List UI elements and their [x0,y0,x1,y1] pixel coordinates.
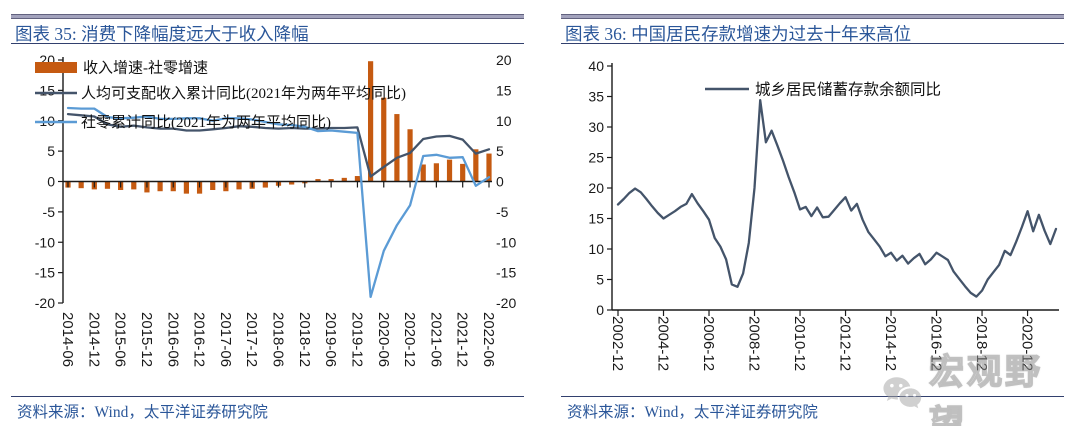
svg-text:-10: -10 [496,234,516,250]
svg-text:15: 15 [39,82,55,98]
svg-text:2017-06: 2017-06 [217,312,234,367]
svg-text:25: 25 [588,150,604,166]
svg-text:0: 0 [596,302,604,318]
svg-text:2020-06: 2020-06 [375,312,392,367]
svg-text:0: 0 [47,174,55,190]
svg-text:10: 10 [496,113,512,129]
svg-text:40: 40 [588,58,604,74]
svg-text:-5: -5 [43,204,56,220]
svg-text:2016-12: 2016-12 [191,312,208,367]
svg-text:2012-12: 2012-12 [837,316,854,371]
figure-35-title-rule [11,43,524,44]
figure-35-chart: 2020151510105500-5-5-10-10-15-15-20-2020… [35,52,517,367]
figure-35-source: 资料来源：Wind，太平洋证券研究院 [17,404,268,421]
svg-text:2010-12: 2010-12 [791,316,808,371]
svg-text:-15: -15 [496,265,516,281]
svg-text:-5: -5 [496,204,509,220]
figure-36-panel: 图表 36: 中国居民存款增速为过去十年来高位 0 5 10 15 20 25 30 35 40… [561,6,1064,426]
svg-text:2018-06: 2018-06 [270,312,287,367]
svg-text:2021-12: 2021-12 [454,312,471,367]
svg-text:2017-12: 2017-12 [243,312,260,367]
figure-36-source-rule [561,396,1064,397]
svg-text:2015-06: 2015-06 [112,312,129,367]
svg-text:2016-12: 2016-12 [928,316,945,371]
svg-text:2014-12: 2014-12 [85,312,102,367]
svg-text:2022-06: 2022-06 [480,312,497,367]
svg-text:0: 0 [496,174,504,190]
svg-text:5: 5 [47,143,55,159]
svg-text:-15: -15 [35,265,55,281]
svg-text:2018-12: 2018-12 [973,316,990,371]
svg-text:2015-12: 2015-12 [138,312,155,367]
svg-text:2020-12: 2020-12 [1019,316,1036,371]
svg-text:5: 5 [596,272,604,288]
figure-36-title: 图表 36: 中国居民存款增速为过去十年来高位 [565,24,912,44]
svg-text:2008-12: 2008-12 [746,316,763,371]
svg-text:20: 20 [496,52,512,68]
svg-text:2018-12: 2018-12 [296,312,313,367]
svg-text:2006-12: 2006-12 [700,316,717,371]
svg-text:10: 10 [588,241,604,257]
svg-text:社零累计同比(2021年为两年平均同比): 社零累计同比(2021年为两年平均同比) [81,114,331,131]
svg-text:城乡居民储蓄存款余额同比: 城乡居民储蓄存款余额同比 [755,80,941,99]
svg-text:2014-12: 2014-12 [882,316,899,371]
figure-36-title-rule [561,43,1064,44]
svg-text:2016-06: 2016-06 [164,312,181,367]
svg-text:15: 15 [588,211,604,227]
svg-text:2004-12: 2004-12 [655,316,672,371]
svg-text:-20: -20 [496,295,516,311]
svg-text:20: 20 [588,180,604,196]
svg-text:2019-06: 2019-06 [322,312,339,367]
svg-text:人均可支配收入累计同比(2021年为两年平均同比): 人均可支配收入累计同比(2021年为两年平均同比) [81,85,406,102]
svg-text:-10: -10 [35,234,55,250]
figure-35-title: 图表 35: 消费下降幅度远大于收入降幅 [15,24,309,44]
figure-36-chart: 0 5 10 15 20 25 30 35 40 2002-12 2004-12 2006-12 200… [588,58,1059,371]
figure-35-source-rule [11,396,524,397]
svg-text:35: 35 [588,89,604,105]
figure-35-panel: 图表 35: 消费下降幅度远大于收入降幅 2020151510105500-5-… [11,6,524,421]
figure-36-source: 资料来源：Wind，太平洋证券研究院 [567,404,818,421]
svg-text:-20: -20 [35,295,55,311]
svg-text:收入增速-社零增速: 收入增速-社零增速 [83,60,208,77]
figure-35-top-rule [11,14,524,19]
svg-text:2002-12: 2002-12 [609,316,626,371]
svg-text:2019-12: 2019-12 [348,312,365,367]
svg-text:15: 15 [496,82,512,98]
svg-text:30: 30 [588,119,604,135]
svg-text:2014-06: 2014-06 [59,312,76,367]
svg-text:2021-06: 2021-06 [427,312,444,367]
svg-text:5: 5 [496,143,504,159]
figure-36-top-rule [561,14,1064,19]
svg-text:2020-12: 2020-12 [401,312,418,367]
